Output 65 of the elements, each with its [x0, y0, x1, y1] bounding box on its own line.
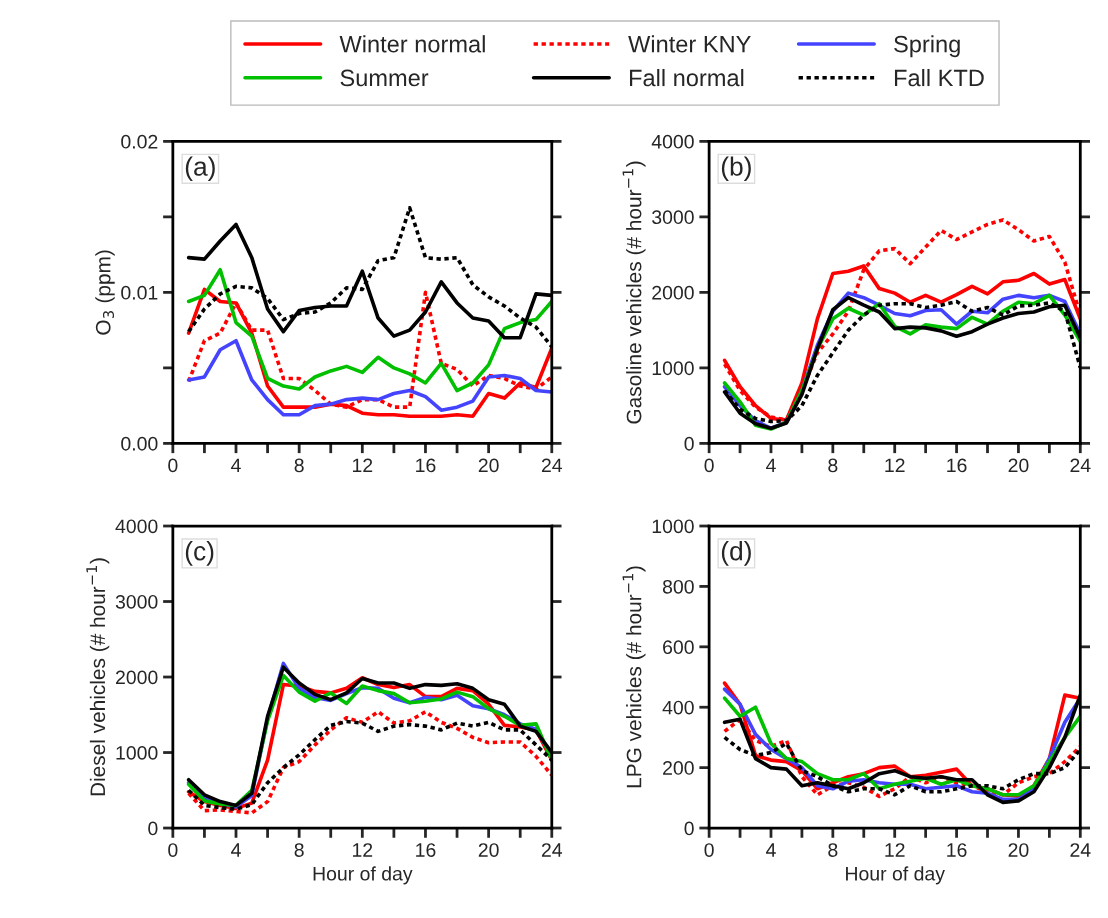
annotation: (a) — [185, 156, 215, 182]
y-tick-label: 0 — [684, 821, 694, 836]
x-tick-label: 20 — [478, 843, 499, 857]
legend-label: Summer — [340, 69, 429, 87]
y-tick-label: 3000 — [115, 594, 158, 609]
y-tick-label: 800 — [662, 579, 694, 594]
x-tick-label: 8 — [828, 843, 838, 857]
y-tick-label: 1000 — [652, 361, 694, 376]
legend-label: Winter normal — [339, 35, 485, 53]
x-tick-label: 24 — [1070, 458, 1091, 473]
x-tick-label: 0 — [704, 843, 714, 857]
y-tick-label: 1000 — [116, 746, 158, 760]
x-tick-label: 16 — [947, 843, 967, 857]
legend-label: Winter KNY — [628, 35, 751, 53]
line-series — [186, 267, 552, 393]
y-tick-label: 4000 — [651, 134, 694, 149]
x-tick-label: 12 — [885, 458, 905, 473]
annotation: (c) — [185, 541, 214, 566]
x-tick-label: 24 — [541, 458, 563, 473]
y-tick-label: 400 — [662, 700, 694, 715]
x-tick-label: 12 — [352, 843, 373, 857]
y-tick-label: 3000 — [652, 210, 694, 225]
y-axis-title: Gasoline vehicles (# hour$^{−1}$) — [622, 161, 646, 424]
x-tick-label: 24 — [541, 843, 563, 857]
legend-label: Fall KTD — [894, 68, 984, 87]
x-tick-label: 0 — [168, 458, 178, 473]
legend-label: Fall normal — [629, 68, 744, 87]
y-axis-title: Diesel vehicles (# hour$^{−1}$) — [86, 558, 110, 796]
x-tick-label: 8 — [294, 458, 304, 473]
y-tick-label: 2000 — [652, 285, 694, 300]
x-tick-label: 4 — [231, 458, 241, 473]
y-tick-label: 200 — [663, 761, 694, 775]
x-tick-label: 16 — [947, 458, 967, 473]
x-tick-label: 24 — [1070, 843, 1091, 857]
y-tick-label: 0.00 — [121, 436, 158, 451]
x-axis-title: Hour of day — [846, 866, 945, 885]
x-axis-title: Hour of day — [313, 866, 413, 885]
y-tick-label: 0 — [684, 436, 694, 451]
y-tick-label: 1000 — [652, 519, 694, 534]
x-tick-label: 0 — [168, 843, 178, 857]
x-tick-label: 16 — [416, 843, 436, 857]
x-tick-label: 8 — [828, 458, 838, 473]
x-tick-label: 8 — [294, 843, 304, 857]
y-axis-title: LPG vehicles (# hour$^{−1}$) — [622, 566, 646, 788]
y-tick-label: 600 — [663, 640, 694, 655]
line-series — [186, 338, 552, 417]
x-tick-label: 20 — [478, 458, 499, 473]
x-tick-label: 20 — [1008, 843, 1029, 857]
y-tick-label: 0 — [148, 821, 158, 836]
annotation: (d) — [721, 541, 751, 566]
x-tick-label: 20 — [1008, 458, 1029, 473]
y-axis-title: O$_{3}$ (ppm) — [95, 250, 115, 335]
x-tick-label: 12 — [885, 843, 905, 857]
y-tick-label: 2000 — [115, 670, 158, 685]
legend-label: Spring — [894, 35, 960, 58]
annotation: (b) — [721, 156, 751, 182]
y-tick-label: 4000 — [115, 519, 158, 534]
y-tick-label: 0.02 — [121, 134, 158, 149]
x-tick-label: 16 — [416, 458, 436, 473]
x-tick-label: 4 — [766, 843, 776, 857]
x-tick-label: 4 — [766, 458, 776, 473]
y-tick-label: 0.01 — [121, 285, 158, 300]
x-tick-label: 4 — [231, 843, 241, 857]
x-tick-label: 12 — [352, 458, 373, 473]
x-tick-label: 0 — [704, 458, 714, 473]
